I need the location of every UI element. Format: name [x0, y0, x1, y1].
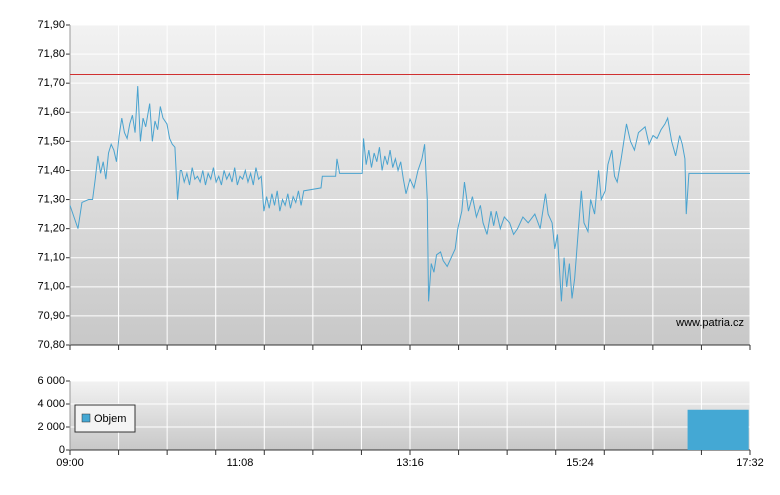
- y-tick-label: 71,30: [37, 193, 65, 205]
- y-tick-label: 71,00: [37, 281, 65, 293]
- y-tick-label: 71,20: [37, 223, 65, 235]
- y-tick-label: 71,60: [37, 106, 65, 118]
- x-tick-label: 13:16: [396, 457, 424, 469]
- x-tick-label: 17:32: [736, 457, 764, 469]
- y-tick-label: 70,80: [37, 339, 65, 351]
- legend-swatch: [81, 413, 91, 423]
- legend-label: Objem: [94, 413, 126, 425]
- y-tick-label: 71,80: [37, 48, 65, 60]
- y-tick-label: 71,50: [37, 135, 65, 147]
- watermark: www.patria.cz: [675, 317, 744, 329]
- y-tick-label: 2 000: [37, 421, 65, 433]
- y-tick-label: 71,90: [37, 19, 65, 31]
- y-tick-label: 6 000: [37, 375, 65, 387]
- y-tick-label: 70,90: [37, 310, 65, 322]
- y-tick-label: 71,70: [37, 77, 65, 89]
- y-tick-label: 0: [59, 444, 65, 456]
- price-line: [69, 86, 750, 302]
- x-tick-label: 15:24: [566, 457, 594, 469]
- volume-bar: [687, 409, 749, 450]
- y-tick-label: 4 000: [37, 398, 65, 410]
- x-tick-label: 11:08: [227, 457, 254, 469]
- x-tick-label: 09:00: [56, 457, 84, 469]
- y-tick-label: 71,40: [37, 164, 65, 176]
- y-tick-label: 71,10: [37, 252, 65, 264]
